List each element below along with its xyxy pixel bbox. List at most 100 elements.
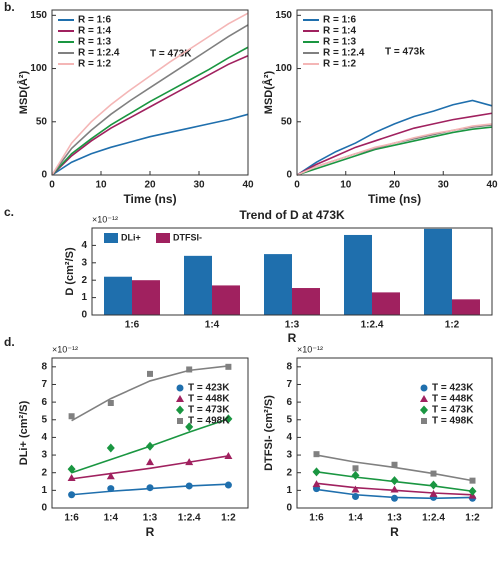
- marker: [67, 474, 76, 481]
- line: [296, 99, 493, 176]
- marker: [429, 489, 438, 497]
- legend-label: T = 498K: [432, 416, 474, 427]
- legend-label: T = 423K: [188, 383, 230, 394]
- legend-label: R = 1:6: [323, 15, 357, 26]
- legend-label: DTFSI-: [173, 232, 202, 242]
- marker: [146, 441, 154, 451]
- y-tick-label: 6: [41, 397, 47, 408]
- y-tick-label: 0: [81, 310, 87, 321]
- marker: [468, 486, 477, 496]
- bar: [372, 292, 400, 315]
- x-tick-label: 10: [95, 180, 107, 191]
- x-tick-label: 1:2: [445, 320, 460, 331]
- marker: [67, 464, 76, 474]
- y-tick-label: 100: [275, 63, 292, 74]
- legend-marker: [176, 395, 184, 402]
- marker: [313, 451, 320, 458]
- legend-label: T = 498K: [188, 416, 230, 427]
- y-tick-label: 100: [30, 63, 47, 74]
- legend-label: R = 1:3: [323, 37, 357, 48]
- x-tick-label: 20: [144, 180, 156, 191]
- marker: [186, 366, 193, 373]
- y-axis-label: MSD(Å²): [17, 70, 30, 114]
- marker: [225, 363, 232, 370]
- legend-label: R = 1:4: [323, 26, 357, 37]
- legend-swatch: [156, 233, 170, 243]
- x-tick-label: 0: [294, 180, 300, 191]
- legend-marker: [176, 384, 184, 392]
- y-tick-label: 3: [286, 450, 292, 461]
- x-tick-label: 20: [389, 180, 401, 191]
- y-tick-label: 2: [41, 467, 47, 478]
- legend-label: R = 1:6: [78, 15, 112, 26]
- panel-label: b.: [4, 0, 15, 14]
- legend-label: T = 448K: [188, 394, 230, 405]
- line: [296, 112, 493, 176]
- x-tick-label: 30: [193, 180, 205, 191]
- bar: [184, 255, 212, 315]
- line: [296, 126, 493, 176]
- legend-label: T = 473K: [432, 405, 474, 416]
- plot-frame: [51, 9, 249, 176]
- line: [51, 55, 249, 176]
- marker: [352, 465, 359, 472]
- marker: [224, 451, 233, 459]
- marker: [107, 485, 115, 493]
- plot-frame: [91, 227, 493, 316]
- y-tick-label: 1: [81, 292, 87, 303]
- y-tick-label: 2: [81, 275, 87, 286]
- y-tick-label: 8: [41, 361, 47, 372]
- x-tick-label: 1:3: [285, 320, 300, 331]
- x-tick-label: 1:2: [221, 513, 236, 524]
- marker: [106, 443, 115, 453]
- legend-label: T = 448K: [432, 394, 474, 405]
- legend-marker: [176, 405, 184, 415]
- x-tick-label: 1:6: [125, 320, 140, 331]
- x-axis-label: Time (ns): [123, 192, 176, 206]
- y-tick-label: 150: [275, 10, 292, 21]
- x-tick-label: 1:6: [309, 513, 324, 524]
- x-axis-label: Time (ns): [368, 192, 421, 206]
- marker: [107, 400, 114, 406]
- marker: [185, 482, 193, 490]
- y-tick-label: 4: [286, 432, 292, 443]
- y-tick-label: 3: [81, 257, 87, 268]
- panel-label: d.: [4, 335, 15, 349]
- bar: [452, 299, 480, 315]
- legend-marker: [420, 384, 428, 392]
- marker: [185, 458, 194, 466]
- legend-marker: [420, 395, 428, 402]
- y-axis-label: DTFSI- (cm²/S): [263, 395, 275, 471]
- plot-frame: [296, 357, 493, 509]
- y-tick-label: 7: [41, 379, 47, 390]
- x-tick-label: 40: [242, 180, 254, 191]
- y-tick-label: 7: [286, 379, 292, 390]
- x-tick-label: 0: [49, 180, 55, 191]
- legend-label: R = 1:2: [78, 59, 112, 70]
- y-tick-label: 5: [41, 414, 47, 425]
- y-tick-label: 150: [30, 10, 47, 21]
- y-tick-label: 0: [286, 503, 292, 514]
- x-tick-label: 1:2: [465, 513, 480, 524]
- y-axis-label: DLi+ (cm²/S): [18, 400, 30, 465]
- legend-marker: [420, 405, 428, 415]
- x-tick-label: 40: [486, 180, 498, 191]
- x-tick-label: 1:4: [104, 513, 119, 524]
- legend-swatch: [104, 233, 118, 243]
- marker: [352, 493, 359, 501]
- marker: [68, 413, 75, 420]
- y-tick-label: 4: [41, 432, 47, 443]
- marker: [391, 494, 398, 502]
- legend-label: R = 1:3: [78, 37, 112, 48]
- y-tick-label: 0: [286, 170, 292, 181]
- marker: [146, 458, 154, 466]
- fit-line: [71, 365, 229, 422]
- marker: [224, 481, 232, 489]
- fit-line: [71, 455, 229, 480]
- marker: [147, 370, 153, 377]
- legend-marker: [421, 418, 427, 424]
- marker: [429, 480, 438, 490]
- plot-frame: [296, 9, 493, 176]
- legend-label: T = 423K: [432, 383, 474, 394]
- x-tick-label: 10: [340, 180, 352, 191]
